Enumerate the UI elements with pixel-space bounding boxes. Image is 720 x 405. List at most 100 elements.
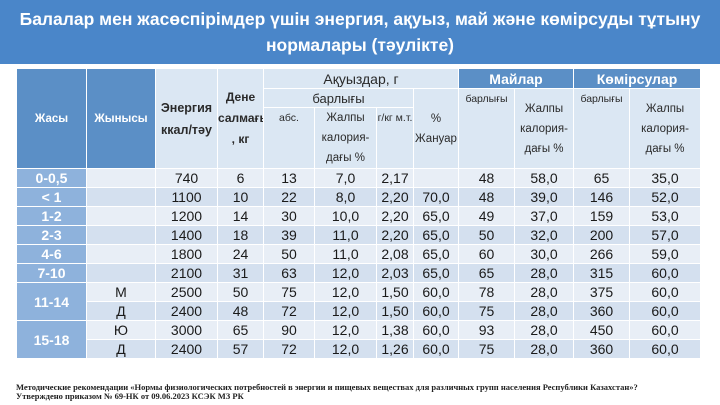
cell-protein-animal: 60,0 <box>412 320 460 340</box>
cell-protein-calorie-pct: 12,0 <box>314 320 377 340</box>
cell-fat-calorie-pct: 32,0 <box>514 225 575 245</box>
cell-fat-calorie-pct: 39,0 <box>514 187 575 207</box>
header-body-mass: Дене салмағы , кг <box>217 68 264 169</box>
cell-energy: 3000 <box>155 320 218 340</box>
cell-carb-total: 266 <box>573 244 631 264</box>
cell-carb-total: 375 <box>573 282 631 302</box>
cell-carb-calorie-pct: 60,0 <box>629 263 702 283</box>
cell-carb-calorie-pct: 60,0 <box>629 320 702 340</box>
cell-protein-calorie-pct: 12,0 <box>314 339 377 359</box>
header-fats-total: барлығы <box>458 88 516 169</box>
cell-energy: 2500 <box>155 282 218 302</box>
cell-fat-calorie-pct: 28,0 <box>514 282 575 302</box>
cell-protein-animal: 70,0 <box>412 187 460 207</box>
cell-protein-abs: 75 <box>263 282 315 302</box>
row-age-label: 1-2 <box>16 206 87 226</box>
cell-carb-calorie-pct: 60,0 <box>629 301 702 321</box>
cell-carb-calorie-pct: 52,0 <box>629 187 702 207</box>
header-carbs: Көмірсулар <box>573 68 702 89</box>
header-carbs-total: барлығы <box>573 88 631 169</box>
cell-carb-total: 360 <box>573 301 631 321</box>
cell-protein-abs: 13 <box>263 168 315 188</box>
row-gender <box>86 263 156 283</box>
header-age: Жасы <box>16 68 87 169</box>
header-fats-calorie-pct: Жалпы калория-дағы % <box>514 88 575 169</box>
cell-fat-calorie-pct: 37,0 <box>514 206 575 226</box>
cell-energy: 1200 <box>155 206 218 226</box>
header-total-calorie-pct: Жалпы калория-дағы % <box>314 107 377 169</box>
row-age-label: < 1 <box>16 187 87 207</box>
cell-energy: 1400 <box>155 225 218 245</box>
header-proteins-total: барлығы <box>263 88 414 108</box>
cell-carb-total: 200 <box>573 225 631 245</box>
cell-protein-animal: 60,0 <box>412 301 460 321</box>
source-note: Методические рекомендации «Нормы физиоло… <box>16 383 716 401</box>
cell-mass: 24 <box>217 244 264 264</box>
cell-mass: 31 <box>217 263 264 283</box>
source-note-line-2: Утверждено приказом № 69-НК от 09.06.202… <box>16 391 244 401</box>
cell-protein-g-per-kg: 2,20 <box>376 187 414 207</box>
cell-fat-total: 48 <box>458 187 516 207</box>
cell-protein-abs: 30 <box>263 206 315 226</box>
cell-fat-calorie-pct: 28,0 <box>514 320 575 340</box>
cell-protein-abs: 50 <box>263 244 315 264</box>
cell-mass: 48 <box>217 301 264 321</box>
cell-protein-animal: 65,0 <box>412 206 460 226</box>
cell-fat-calorie-pct: 28,0 <box>514 301 575 321</box>
header-energy: Энергия ккал/тәу <box>155 68 218 169</box>
cell-protein-abs: 39 <box>263 225 315 245</box>
cell-protein-g-per-kg: 1,50 <box>376 282 414 302</box>
cell-protein-animal: 65,0 <box>412 244 460 264</box>
cell-carb-calorie-pct: 60,0 <box>629 282 702 302</box>
cell-carb-total: 159 <box>573 206 631 226</box>
cell-protein-calorie-pct: 12,0 <box>314 263 377 283</box>
header-fats: Майлар <box>458 68 575 89</box>
row-age-label: 11-14 <box>16 282 87 321</box>
cell-carb-total: 360 <box>573 339 631 359</box>
cell-carb-calorie-pct: 35,0 <box>629 168 702 188</box>
cell-carb-calorie-pct: 53,0 <box>629 206 702 226</box>
row-age-label: 0-0,5 <box>16 168 87 188</box>
cell-protein-animal: 65,0 <box>412 225 460 245</box>
row-gender <box>86 244 156 264</box>
cell-protein-g-per-kg: 2,17 <box>376 168 414 188</box>
cell-carb-calorie-pct: 59,0 <box>629 244 702 264</box>
row-gender: Ю <box>86 320 156 340</box>
nutrition-norms-table: Жасы Жынысы Энергия ккал/тәу Дене салмағ… <box>16 68 702 359</box>
cell-protein-g-per-kg: 2,03 <box>376 263 414 283</box>
cell-carb-total: 315 <box>573 263 631 283</box>
cell-mass: 18 <box>217 225 264 245</box>
cell-carb-total: 146 <box>573 187 631 207</box>
header-abs: абс. <box>263 107 315 169</box>
cell-protein-g-per-kg: 1,38 <box>376 320 414 340</box>
cell-mass: 6 <box>217 168 264 188</box>
cell-protein-abs: 72 <box>263 339 315 359</box>
cell-fat-total: 65 <box>458 263 516 283</box>
cell-mass: 65 <box>217 320 264 340</box>
cell-fat-calorie-pct: 28,0 <box>514 263 575 283</box>
row-age-label: 4-6 <box>16 244 87 264</box>
cell-protein-g-per-kg: 1,26 <box>376 339 414 359</box>
header-g-per-kg: г/кг м.т. <box>376 107 414 169</box>
cell-protein-abs: 63 <box>263 263 315 283</box>
cell-protein-abs: 90 <box>263 320 315 340</box>
row-age-label: 15-18 <box>16 320 87 359</box>
cell-mass: 57 <box>217 339 264 359</box>
cell-mass: 10 <box>217 187 264 207</box>
cell-protein-calorie-pct: 10,0 <box>314 206 377 226</box>
cell-protein-animal: 65,0 <box>412 263 460 283</box>
cell-energy: 2400 <box>155 301 218 321</box>
cell-protein-animal <box>412 168 460 188</box>
cell-protein-g-per-kg: 1,50 <box>376 301 414 321</box>
source-note-line-1: Методические рекомендации «Нормы физиоло… <box>16 382 638 392</box>
cell-protein-g-per-kg: 2,20 <box>376 225 414 245</box>
cell-fat-calorie-pct: 28,0 <box>514 339 575 359</box>
row-gender <box>86 168 156 188</box>
cell-fat-calorie-pct: 58,0 <box>514 168 575 188</box>
cell-protein-g-per-kg: 2,20 <box>376 206 414 226</box>
cell-protein-animal: 60,0 <box>412 282 460 302</box>
cell-mass: 14 <box>217 206 264 226</box>
cell-energy: 740 <box>155 168 218 188</box>
cell-carb-total: 450 <box>573 320 631 340</box>
cell-protein-calorie-pct: 8,0 <box>314 187 377 207</box>
